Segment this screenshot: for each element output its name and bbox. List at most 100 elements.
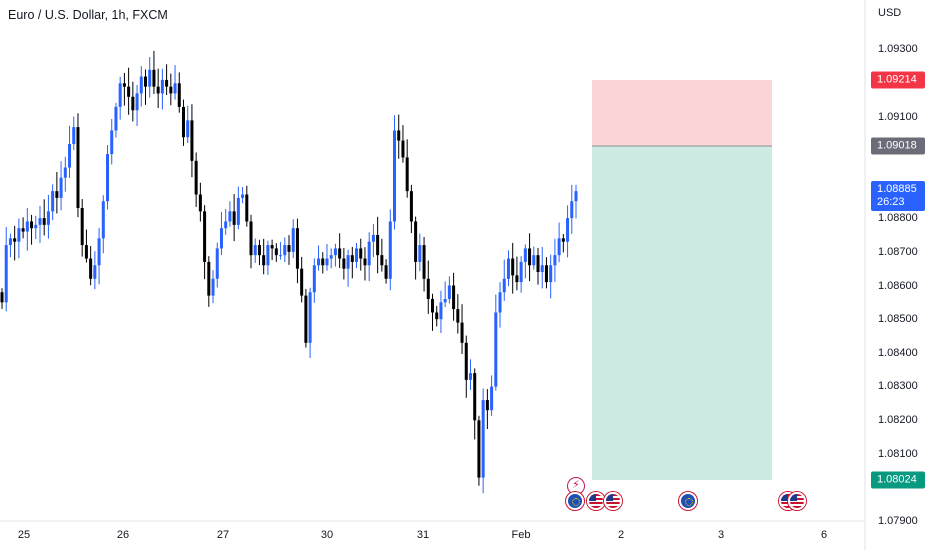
candle-up: [367, 241, 371, 266]
candle-down: [363, 258, 367, 266]
x-tick: 27: [216, 529, 230, 541]
candle-up: [114, 106, 118, 131]
candle-up: [148, 69, 152, 87]
eu-flag-icon[interactable]: [679, 492, 697, 510]
candle-up: [17, 228, 21, 242]
candle-down: [350, 255, 354, 262]
candle-up: [160, 79, 164, 94]
candle-down: [194, 160, 198, 195]
take-profit-zone[interactable]: [592, 146, 772, 480]
candle-up: [481, 400, 485, 478]
candle-down: [304, 295, 308, 343]
candle-down: [435, 312, 439, 320]
candle-up: [325, 258, 329, 266]
candle-down: [342, 258, 346, 269]
candle-up: [566, 218, 570, 242]
y-tick: 1.08700: [878, 246, 918, 258]
x-tick: 30: [320, 529, 334, 541]
candle-up: [173, 83, 177, 94]
candle-up: [139, 76, 143, 94]
eu-flag-icon[interactable]: [566, 492, 584, 510]
us-flag-icon[interactable]: [788, 492, 806, 510]
candle-up: [494, 312, 498, 387]
axis-currency[interactable]: USD: [878, 7, 902, 19]
candle-up: [51, 191, 55, 212]
candle-up: [38, 218, 42, 225]
candle-down: [544, 265, 548, 283]
candle-down: [422, 245, 426, 279]
y-tick: 1.09100: [878, 111, 918, 123]
candle-up: [532, 255, 536, 266]
candle-down: [359, 248, 363, 259]
bar-countdown: 26:23: [877, 196, 905, 208]
candle-down: [13, 238, 17, 242]
candle-up: [211, 278, 215, 296]
candle-down: [143, 76, 148, 87]
candle-up: [4, 245, 8, 303]
candle-up: [72, 127, 76, 144]
candle-down: [156, 86, 160, 94]
candle-down: [473, 373, 477, 421]
candle-up: [253, 245, 257, 256]
x-tick: 25: [17, 529, 31, 541]
candle-up: [468, 373, 472, 380]
candle-down: [122, 83, 126, 87]
candle-down: [426, 278, 430, 299]
candle-up: [570, 201, 574, 219]
candle-down: [452, 285, 456, 310]
take-profit-price-tag[interactable]: 1.08024: [871, 471, 925, 489]
candle-up: [118, 83, 122, 107]
candle-down: [257, 245, 261, 256]
candle-up: [215, 248, 219, 279]
entry-price-tag[interactable]: 1.09018: [871, 137, 925, 155]
candle-down: [207, 261, 211, 296]
candle-up: [46, 211, 50, 225]
y-tick: 1.08400: [878, 347, 918, 359]
x-tick: 31: [416, 529, 430, 541]
candle-down: [127, 86, 131, 97]
candle-down: [55, 191, 59, 198]
candle-down: [287, 245, 291, 252]
current-price-tag[interactable]: 1.08885 26:23: [871, 181, 925, 211]
candle-down: [190, 120, 194, 161]
stop-loss-zone[interactable]: [592, 80, 772, 146]
us-flag-icon[interactable]: [587, 492, 605, 510]
candle-up: [224, 221, 228, 229]
candle-down: [397, 130, 401, 141]
candle-up: [283, 245, 287, 256]
candle-up: [219, 228, 223, 249]
candle-up: [447, 285, 451, 299]
candle-up: [439, 302, 443, 320]
chart-title[interactable]: Euro / U.S. Dollar, 1h, FXCM: [8, 8, 168, 22]
candle-up: [135, 93, 139, 111]
candle-up: [68, 143, 72, 168]
candle-up: [388, 221, 392, 279]
candle-down: [536, 255, 540, 273]
candle-down: [460, 322, 464, 343]
candle-up: [418, 245, 422, 262]
candle-down: [198, 194, 202, 212]
current-price-value: 1.08885: [877, 183, 917, 195]
candle-up: [333, 248, 337, 256]
candle-down: [89, 258, 93, 279]
candle-up: [346, 255, 350, 269]
y-tick: 1.08200: [878, 414, 918, 426]
candle-down: [42, 218, 46, 225]
candle-up: [59, 177, 63, 198]
candle-down: [169, 86, 173, 94]
candle-up: [25, 221, 29, 232]
candle-down: [203, 211, 207, 262]
candle-down: [274, 248, 278, 256]
stop-loss-price-tag[interactable]: 1.09214: [871, 71, 925, 89]
candle-down: [409, 191, 413, 222]
candle-up: [228, 211, 232, 222]
candle-up: [8, 238, 12, 246]
candle-down: [485, 400, 489, 411]
candle-down: [528, 248, 532, 266]
candle-up: [502, 278, 506, 293]
x-tick: 3: [717, 529, 725, 541]
us-flag-icon[interactable]: [604, 492, 622, 510]
candle-down: [30, 221, 34, 229]
candle-up: [34, 224, 38, 229]
